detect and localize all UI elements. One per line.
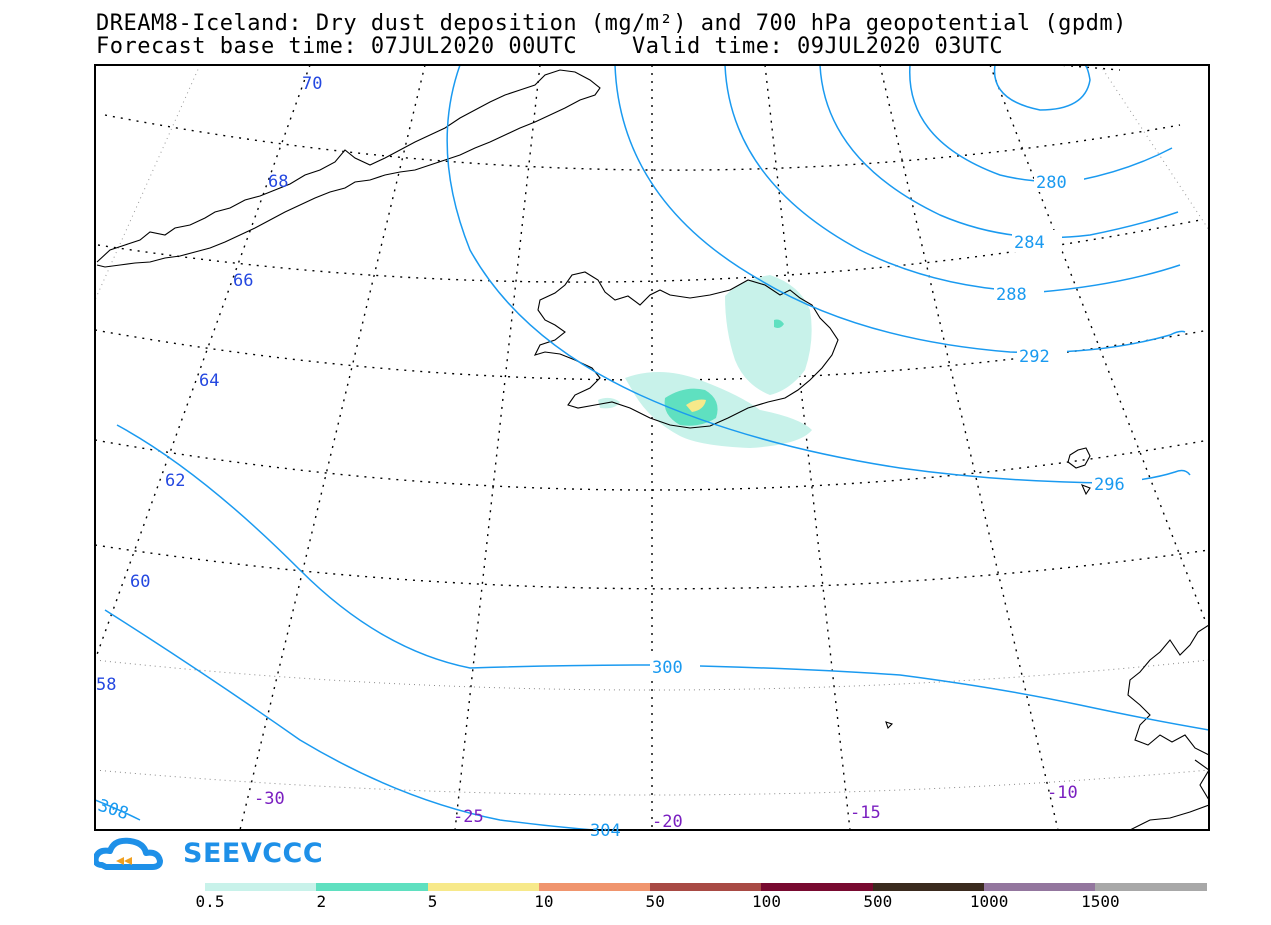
- geopotential-contours: [95, 65, 1209, 830]
- contour-label: 304: [590, 821, 621, 841]
- latitude-labels: 70 68 66 64 62 60 58: [96, 74, 322, 695]
- colorbar-swatch: [427, 883, 539, 891]
- contour-label: 288: [996, 285, 1027, 305]
- map-title: DREAM8-Iceland: Dry dust deposition (mg/…: [96, 11, 1127, 36]
- contour-label: 280: [1036, 173, 1067, 193]
- seevccc-cloud-icon: [94, 837, 163, 870]
- lat-label: 68: [268, 172, 288, 192]
- lon-label: -25: [453, 807, 484, 827]
- colorbar-label: 100: [752, 892, 781, 911]
- dust-deposition-shading: [598, 275, 812, 448]
- longitude-lines: [95, 65, 1206, 830]
- contour-label: 284: [1014, 233, 1045, 253]
- colorbar-swatch: [316, 883, 428, 891]
- longitude-labels: -30 -25 -20 -15 -10: [254, 783, 1078, 832]
- colorbar-swatch: [761, 883, 873, 891]
- coastlines: [96, 69, 1209, 830]
- colorbar-swatch: [205, 883, 317, 891]
- colorbar-label: 50: [645, 892, 665, 911]
- colorbar-label: 10: [534, 892, 554, 911]
- lat-label: 60: [130, 572, 150, 592]
- colorbar-label: 500: [863, 892, 893, 911]
- lon-label: -20: [652, 812, 683, 832]
- colorbar-swatch: [984, 883, 1096, 891]
- lat-label: 66: [233, 271, 253, 291]
- colorbar-swatch: [538, 883, 651, 891]
- contour-label: 292: [1019, 347, 1050, 367]
- contour-label: 308: [95, 796, 130, 825]
- lon-label: -15: [850, 803, 881, 823]
- colorbar-label: 1500: [1081, 892, 1120, 911]
- lat-label: 64: [199, 371, 219, 391]
- colorbar-swatch: [1095, 883, 1207, 891]
- seevccc-logo-text: SEEVCCC: [183, 838, 324, 869]
- map-subtitle: Forecast base time: 07JUL2020 00UTC Vali…: [96, 34, 1004, 59]
- colorbar-label: 1000: [969, 892, 1009, 911]
- contour-labels: 280 284 288 292 296 300 304 308: [95, 170, 1142, 841]
- lat-label: 58: [96, 675, 116, 695]
- colorbar-swatch: [872, 883, 985, 891]
- lon-label: -30: [254, 789, 285, 809]
- contour-label: 296: [1094, 475, 1125, 495]
- map-frame: [94, 64, 1210, 831]
- lat-label: 62: [165, 471, 185, 491]
- colorbar-label: 2: [316, 892, 327, 911]
- colorbar: [205, 883, 1207, 891]
- lat-label: 70: [302, 74, 322, 94]
- contour-label: 300: [652, 658, 683, 678]
- colorbar-swatch: [650, 883, 762, 891]
- lon-label: -10: [1047, 783, 1078, 803]
- grey-parallels: [95, 659, 1209, 796]
- colorbar-label: 5: [427, 892, 438, 911]
- colorbar-label: 0.5: [195, 892, 225, 911]
